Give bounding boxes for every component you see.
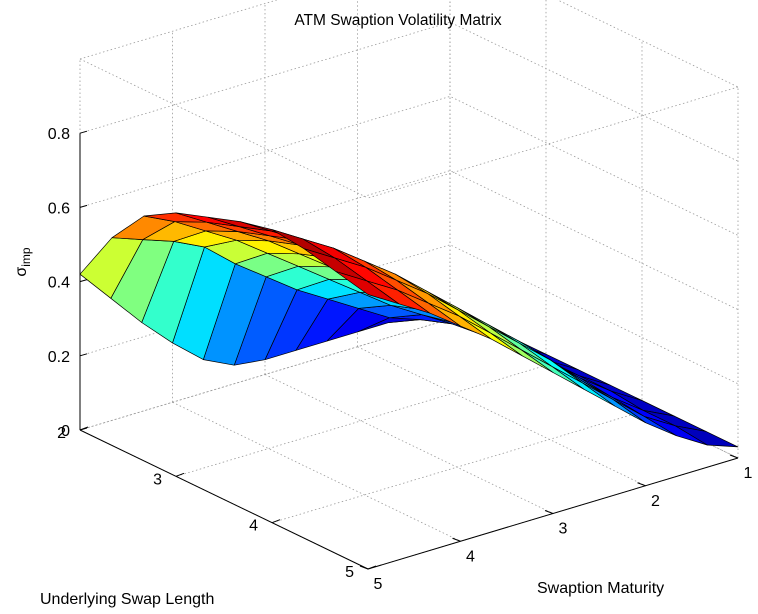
- surface-patch: [335, 271, 400, 305]
- chart-title: ATM Swaption Volatility Matrix: [294, 12, 502, 29]
- z-axis-label: σimp: [13, 247, 33, 277]
- z-tick: [79, 130, 88, 134]
- x-tick-label: 5: [374, 576, 383, 593]
- y-tick: [367, 565, 377, 570]
- x-tick: [544, 510, 554, 514]
- z-tick-label: 0.4: [48, 275, 70, 292]
- back-wall-gridline: [79, 318, 739, 459]
- y-tick: [271, 519, 281, 524]
- floor-gridline: [264, 374, 554, 514]
- z-tick-label: 0.2: [48, 349, 70, 366]
- floor-gridline: [175, 364, 547, 477]
- tick-labels: 0 0.2 0.4 0.6 0.8 2 3 4 5 1 2 3 4 5: [48, 126, 753, 593]
- back-wall-gridline: [79, 0, 739, 88]
- back-wall-gridline: [79, 95, 739, 236]
- z-tick: [79, 279, 88, 283]
- y-tick: [79, 426, 89, 431]
- z-tick-label: 0.6: [48, 200, 70, 217]
- floor-gridline: [79, 318, 451, 431]
- surface-patch: [579, 377, 644, 411]
- surface-patch: [519, 343, 584, 384]
- z-tick: [79, 204, 88, 208]
- x-tick-label: 2: [651, 493, 660, 510]
- x-axis-label: Swaption Maturity: [537, 580, 664, 597]
- surface-mesh: [79, 212, 739, 448]
- box-edge: [79, 58, 369, 199]
- axes-lines: [79, 133, 739, 570]
- surface-patch: [457, 309, 522, 351]
- z-tick-label: 0: [61, 423, 70, 440]
- z-tick: [79, 353, 88, 357]
- z-tick-label: 0.8: [48, 126, 70, 143]
- x-tick-label: 4: [466, 548, 475, 565]
- y-tick-label: 4: [249, 518, 258, 535]
- x-tick-label: 3: [559, 521, 568, 538]
- back-wall-gridline: [79, 21, 739, 162]
- x-tick: [729, 454, 739, 459]
- x-tick-label: 1: [744, 465, 753, 482]
- floor-gridline: [172, 401, 461, 542]
- x-tick: [452, 537, 461, 542]
- tick-marks: [79, 130, 739, 570]
- y-axis-line: [79, 429, 369, 570]
- y-tick-label: 3: [153, 471, 162, 488]
- z-axis-label-symbol: σ: [13, 267, 30, 277]
- floor-gridline: [357, 346, 646, 487]
- x-tick: [637, 482, 646, 487]
- y-tick: [175, 472, 185, 477]
- surface-patch: [488, 326, 553, 367]
- y-tick-label: 5: [345, 564, 354, 581]
- z-axis-label-subscript: imp: [19, 247, 33, 267]
- y-axis-label: Underlying Swap Length: [40, 591, 214, 608]
- x-tick: [359, 565, 369, 570]
- surface-patch: [458, 315, 523, 357]
- floor-gridline: [271, 411, 643, 524]
- y-tick-label: 2: [57, 425, 66, 442]
- box-edge: [367, 86, 739, 199]
